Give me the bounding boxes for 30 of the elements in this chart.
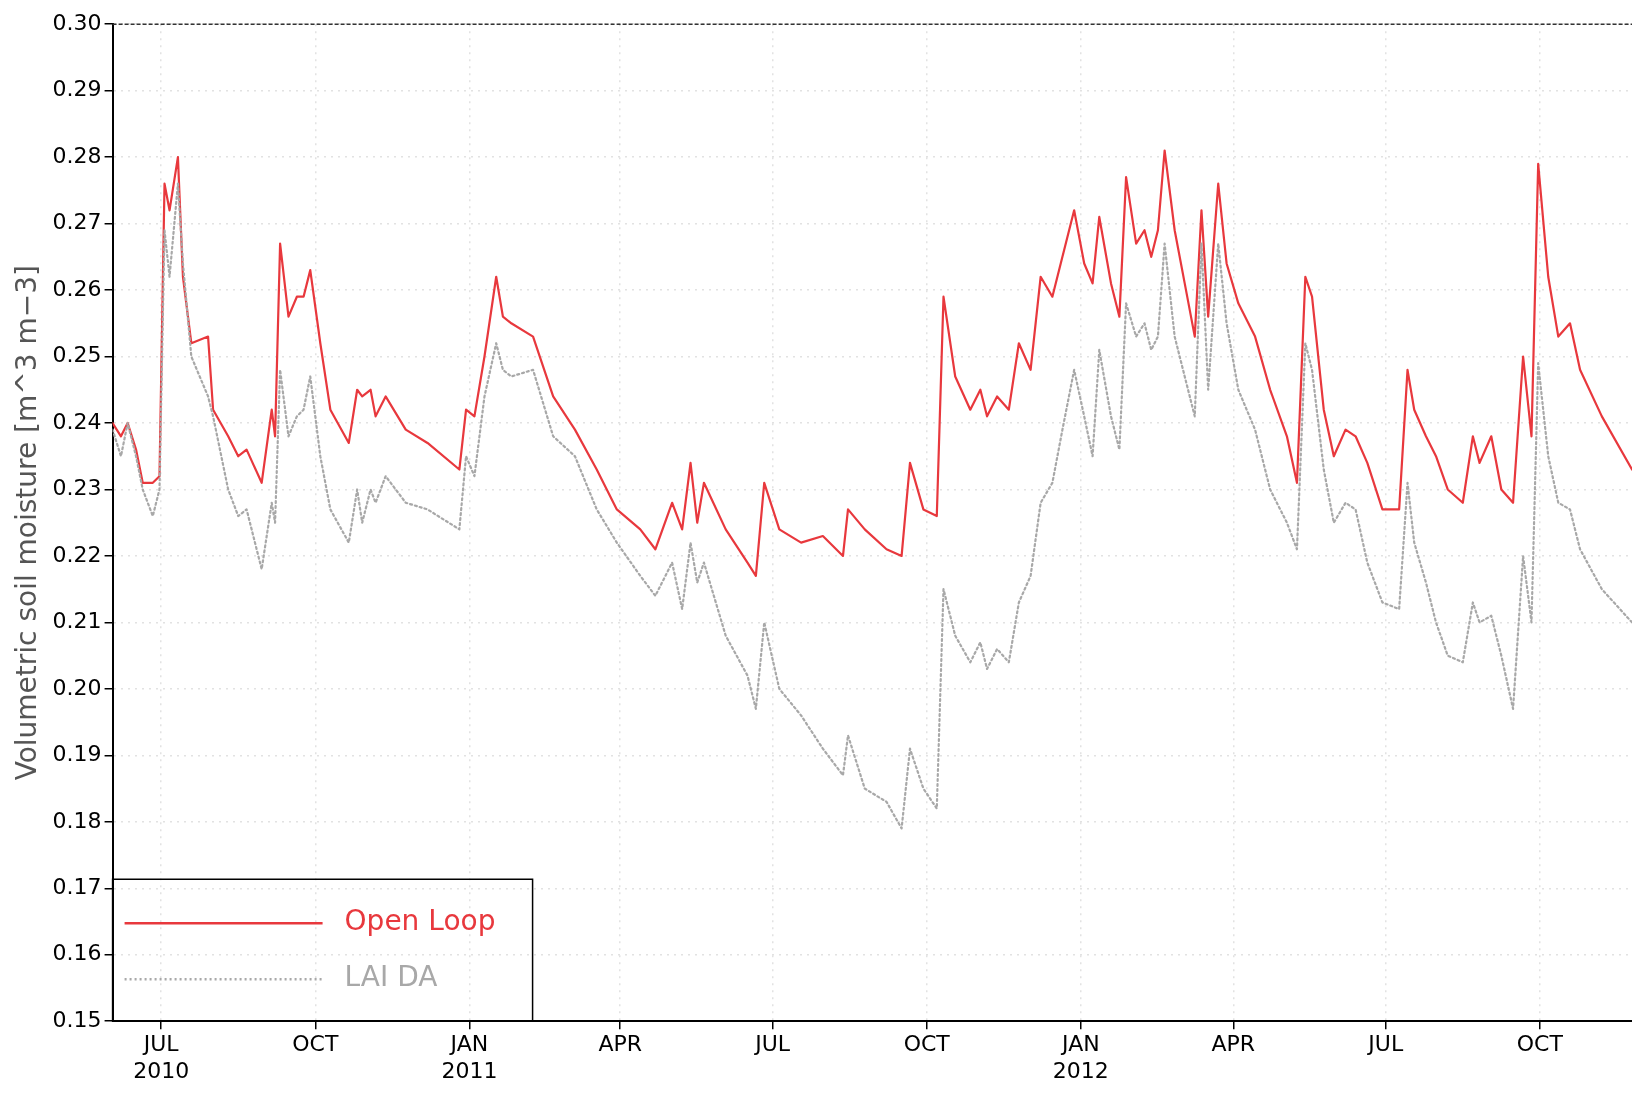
- x-tick-label: APR: [598, 1031, 642, 1057]
- y-tick-label: 0.27: [52, 209, 102, 235]
- y-tick-label: 0.22: [52, 541, 102, 567]
- y-tick-label: 0.23: [52, 475, 102, 501]
- x-tick-label: JAN 2011: [441, 1031, 498, 1083]
- text: LAI DA: [344, 960, 438, 994]
- y-tick-label: 0.21: [52, 608, 102, 634]
- y-tick-label: 0.17: [52, 873, 102, 899]
- x-tick-label: JUL 2010: [133, 1031, 190, 1083]
- y-tick-label: 0.26: [52, 275, 102, 301]
- y-tick-label: 0.25: [52, 342, 102, 368]
- x-tick-label: JAN 2012: [1052, 1031, 1109, 1083]
- y-axis-title: Volumetric soil moisture [m^3 m−3]: [10, 265, 44, 781]
- y-tick-label: 0.15: [52, 1006, 102, 1032]
- x-tick-label: JUL: [753, 1031, 791, 1057]
- y-tick-label: 0.18: [52, 807, 102, 833]
- y-tick-label: 0.28: [52, 142, 102, 168]
- text: Open Loop: [344, 904, 496, 938]
- line-series: [112, 182, 1632, 830]
- x-tick-label: APR: [1211, 1031, 1256, 1057]
- y-tick-label: 0.20: [52, 674, 102, 700]
- y-tick-label: 0.29: [52, 76, 102, 102]
- x-tick-label: OCT: [292, 1031, 339, 1057]
- y-tick-label: 0.19: [52, 741, 102, 767]
- x-tick-label: OCT: [1516, 1031, 1564, 1057]
- x-tick-label: JUL: [1366, 1031, 1404, 1057]
- y-tick-label: 0.30: [52, 9, 102, 35]
- y-tick-label: 0.24: [52, 408, 102, 434]
- y-tick-label: 0.16: [52, 940, 102, 966]
- x-tick-label: OCT: [903, 1031, 951, 1057]
